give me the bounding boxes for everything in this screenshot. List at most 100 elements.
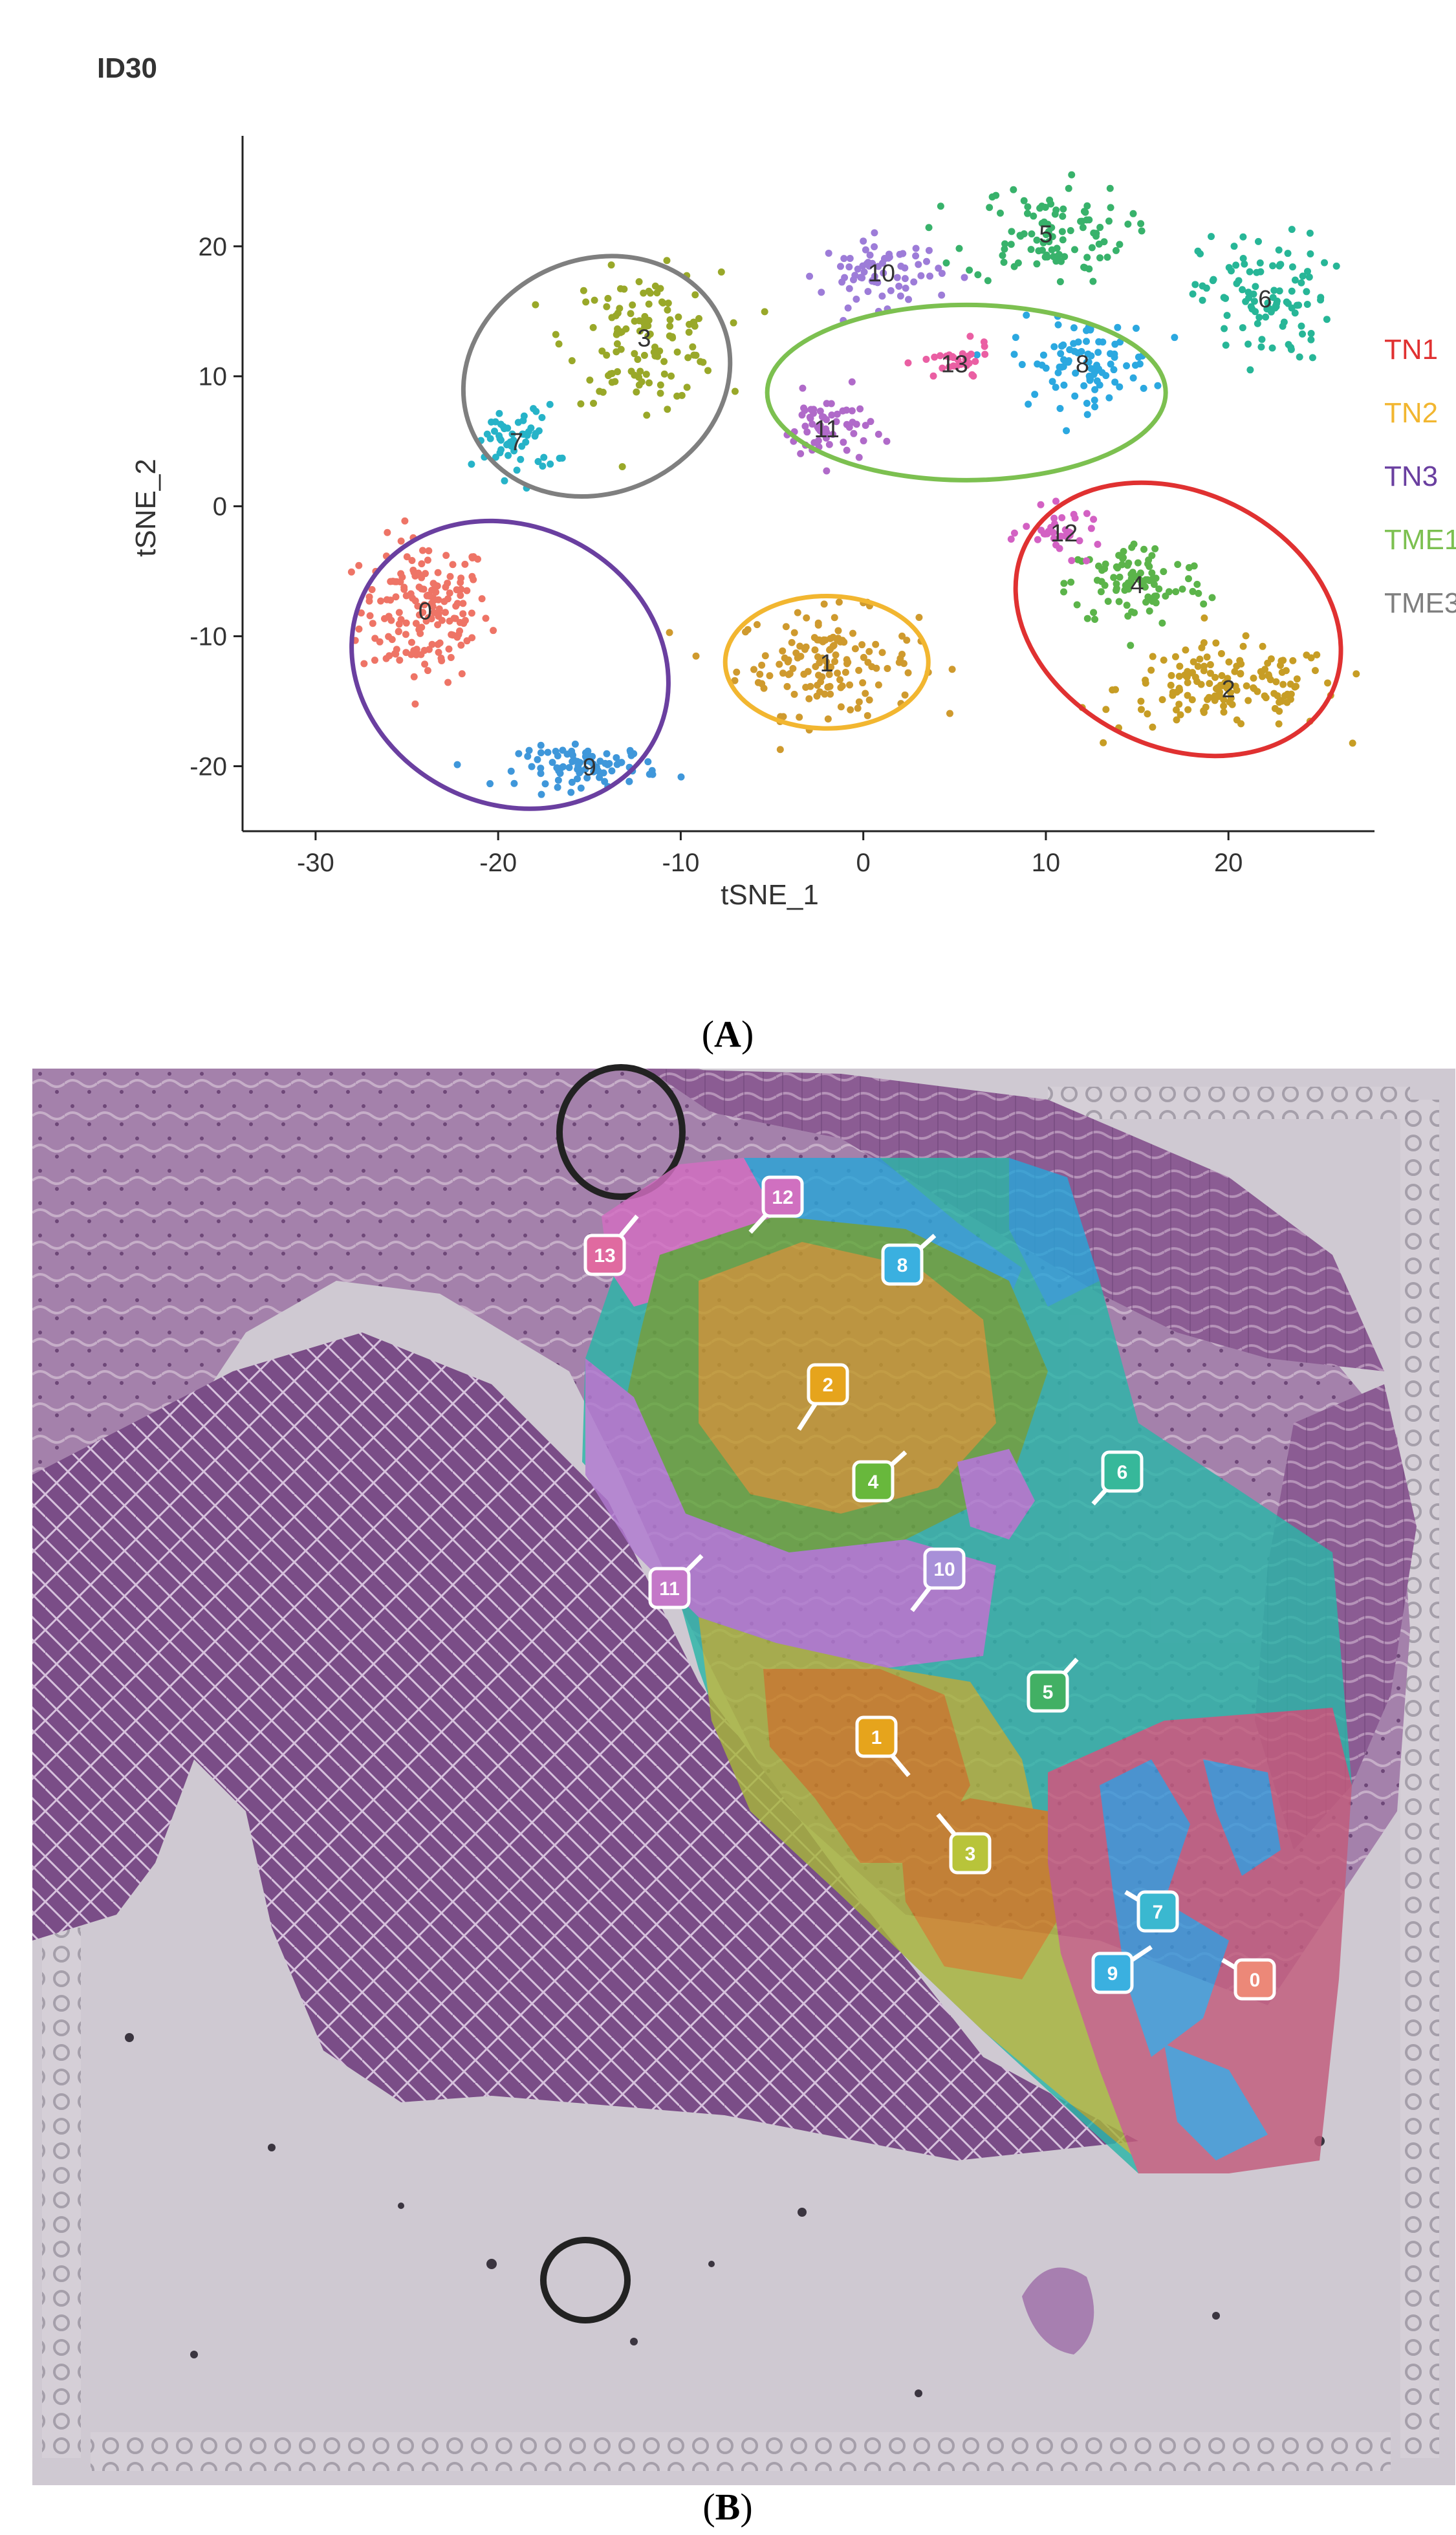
- scatter-point: [1185, 564, 1193, 572]
- scatter-point: [948, 666, 956, 673]
- scatter-point: [929, 372, 937, 380]
- scatter-point: [1298, 279, 1305, 287]
- scatter-point: [1208, 233, 1215, 241]
- scatter-point: [418, 547, 426, 554]
- scatter-point: [1171, 334, 1179, 342]
- scatter-point: [1079, 224, 1087, 232]
- scatter-point: [1120, 548, 1127, 556]
- scatter-point: [810, 406, 818, 413]
- spot-label-badge: [648, 1567, 691, 1609]
- scatter-point: [1102, 372, 1110, 380]
- scatter-point: [1184, 668, 1191, 675]
- scatter-point: [776, 746, 784, 754]
- scatter-point: [829, 633, 837, 641]
- scatter-point: [622, 325, 630, 332]
- scatter-point: [598, 347, 606, 355]
- scatter-point: [1264, 299, 1272, 307]
- scatter-point: [1076, 537, 1083, 545]
- scatter-point: [1313, 651, 1321, 658]
- scatter-point: [1151, 545, 1159, 552]
- scatter-point: [446, 572, 454, 580]
- scatter-point: [905, 296, 913, 303]
- scatter-point: [540, 453, 548, 461]
- scatter-point: [784, 658, 792, 666]
- scatter-point: [592, 767, 600, 774]
- scatter-point: [1096, 254, 1104, 262]
- scatter-point: [518, 442, 526, 450]
- scatter-point: [938, 270, 946, 277]
- scatter-point: [1195, 589, 1202, 597]
- scatter-point: [1189, 587, 1197, 595]
- cluster-label: 7: [510, 429, 523, 456]
- scatter-point: [554, 752, 561, 760]
- scatter-point: [1141, 583, 1149, 591]
- scatter-point: [664, 299, 672, 307]
- scatter-point: [1089, 277, 1097, 285]
- scatter-point: [1010, 351, 1018, 358]
- scatter-point: [986, 204, 994, 212]
- scatter-point: [1129, 374, 1137, 382]
- scatter-point: [555, 340, 563, 348]
- scatter-point: [1254, 237, 1262, 245]
- scatter-point: [1140, 384, 1147, 392]
- scatter-point: [925, 224, 933, 232]
- scatter-point: [966, 267, 973, 274]
- scatter-point: [786, 670, 794, 678]
- panel-a-caption: (A): [702, 1013, 754, 1055]
- scatter-point: [424, 667, 431, 675]
- spot-label-text: 3: [965, 1844, 976, 1865]
- scatter-point: [1218, 671, 1226, 679]
- scatter-point: [1113, 585, 1120, 593]
- scatter-point: [901, 691, 909, 699]
- scatter-point: [1332, 262, 1340, 270]
- scatter-point: [663, 257, 671, 265]
- scatter-point: [1167, 681, 1175, 689]
- scatter-point: [461, 560, 469, 568]
- scatter-point: [431, 582, 439, 589]
- scatter-point: [581, 753, 589, 761]
- cluster-label: 1: [820, 650, 834, 677]
- scatter-point: [917, 272, 925, 279]
- spot-label-badge: [881, 1243, 924, 1286]
- scatter-point: [620, 285, 628, 293]
- scatter-point: [1083, 557, 1091, 565]
- scatter-point: [589, 323, 597, 331]
- scatter-point: [468, 572, 476, 580]
- scatter-point: [1052, 497, 1059, 505]
- scatter-point: [1250, 674, 1257, 682]
- scatter-point: [936, 352, 944, 360]
- scatter-point: [1073, 601, 1081, 609]
- scatter-point: [1130, 540, 1138, 548]
- scatter-point: [825, 441, 833, 448]
- scatter-point: [1173, 688, 1180, 696]
- scatter-point: [1083, 338, 1091, 345]
- scatter-point: [1174, 561, 1182, 569]
- scatter-point: [946, 710, 953, 717]
- panel-b-caption: (B): [702, 2486, 752, 2528]
- scatter-point: [854, 704, 862, 712]
- scatter-point: [818, 654, 826, 662]
- scatter-point: [863, 260, 871, 268]
- scatter-point: [992, 191, 1000, 199]
- scatter-point: [537, 765, 545, 772]
- scatter-point: [636, 327, 644, 335]
- scatter-point: [834, 669, 842, 677]
- scatter-point: [871, 272, 878, 280]
- scatter-point: [456, 618, 464, 626]
- scatter-point: [514, 419, 522, 426]
- scatter-point: [1288, 287, 1296, 295]
- scatter-point: [1024, 203, 1032, 211]
- scatter-point: [1296, 353, 1303, 361]
- scatter-point: [838, 278, 846, 286]
- scatter-point: [428, 599, 435, 607]
- x-tick-label: -30: [297, 849, 334, 877]
- scatter-point: [961, 274, 968, 281]
- scatter-point: [883, 437, 891, 445]
- spot-label-badge: [1091, 1952, 1134, 1994]
- spot-label-text: 0: [1250, 1970, 1261, 1991]
- scatter-point: [996, 209, 1004, 217]
- scatter-point: [827, 690, 834, 698]
- scatter-point: [1232, 261, 1240, 269]
